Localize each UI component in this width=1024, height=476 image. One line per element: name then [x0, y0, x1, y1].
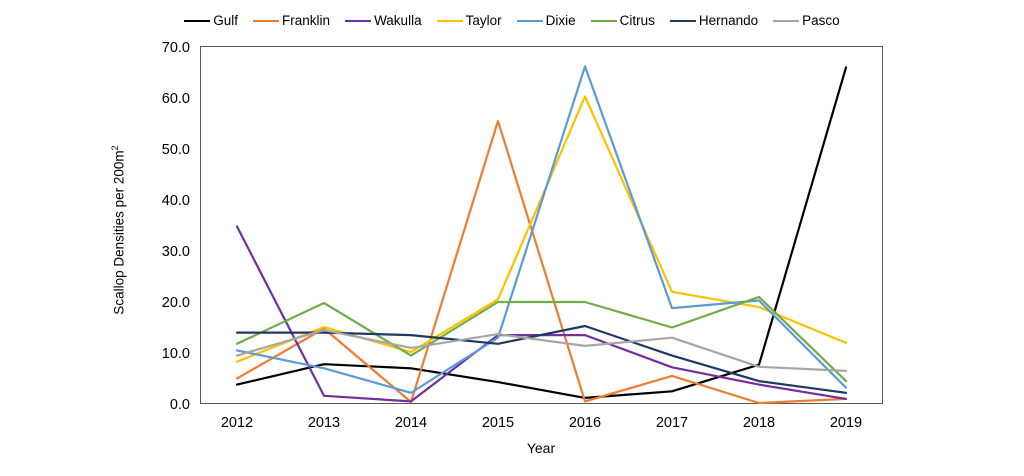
legend-label-gulf: Gulf — [213, 13, 239, 28]
x-tick-label: 2012 — [221, 415, 253, 431]
x-axis-title: Year — [526, 440, 556, 456]
legend-swatch-franklin — [253, 20, 280, 22]
legend-item-hernando: Hernando — [669, 12, 759, 30]
legend-item-franklin: Franklin — [253, 12, 330, 30]
legend-swatch-pasco — [773, 20, 800, 22]
legend-swatch-dixie — [516, 20, 543, 22]
y-tick-label: 70.0 — [162, 40, 190, 56]
series-line-pasco — [235, 329, 848, 372]
x-tick-label: 2013 — [308, 415, 340, 431]
series-line-taylor — [235, 95, 848, 363]
legend-swatch-gulf — [184, 20, 211, 22]
x-tick-label: 2018 — [743, 415, 775, 431]
plot-border — [200, 46, 883, 404]
legend-label-wakulla: Wakulla — [374, 13, 422, 28]
legend-label-pasco: Pasco — [802, 13, 840, 28]
legend-swatch-hernando — [669, 20, 696, 22]
legend-swatch-taylor — [436, 20, 463, 22]
y-tick-label: 20.0 — [162, 295, 190, 311]
legend-item-wakulla: Wakulla — [345, 12, 422, 30]
legend-item-taylor: Taylor — [436, 12, 502, 30]
y-tick-label: 0.0 — [170, 397, 190, 413]
x-tick-label: 2015 — [482, 415, 514, 431]
series-line-dixie — [235, 65, 848, 394]
x-tick-label: 2016 — [569, 415, 601, 431]
series-line-gulf — [235, 66, 848, 399]
legend-item-gulf: Gulf — [184, 12, 238, 30]
y-tick-label: 10.0 — [162, 346, 190, 362]
y-tick-label: 60.0 — [162, 91, 190, 107]
legend-swatch-citrus — [590, 20, 617, 22]
x-tick-label: 2019 — [830, 415, 862, 431]
chart-legend: Gulf Franklin Wakulla Taylor Dixie Citrus Hern… — [0, 12, 1024, 30]
legend-label-taylor: Taylor — [465, 13, 502, 28]
y-tick-label: 30.0 — [162, 244, 190, 260]
series-line-wakulla — [235, 225, 848, 403]
legend-item-dixie: Dixie — [516, 12, 576, 30]
series-line-citrus — [235, 295, 848, 383]
legend-label-citrus: Citrus — [619, 13, 655, 28]
series-line-franklin — [235, 119, 848, 405]
x-tick-label: 2017 — [656, 415, 688, 431]
y-tick-label: 40.0 — [162, 193, 190, 209]
legend-label-dixie: Dixie — [545, 13, 576, 28]
legend-item-pasco: Pasco — [773, 12, 840, 30]
legend-item-citrus: Citrus — [590, 12, 655, 30]
legend-label-hernando: Hernando — [698, 13, 759, 28]
legend-swatch-wakulla — [345, 20, 372, 22]
legend-label-franklin: Franklin — [282, 13, 331, 28]
y-tick-label: 50.0 — [162, 142, 190, 158]
x-tick-label: 2014 — [395, 415, 427, 431]
